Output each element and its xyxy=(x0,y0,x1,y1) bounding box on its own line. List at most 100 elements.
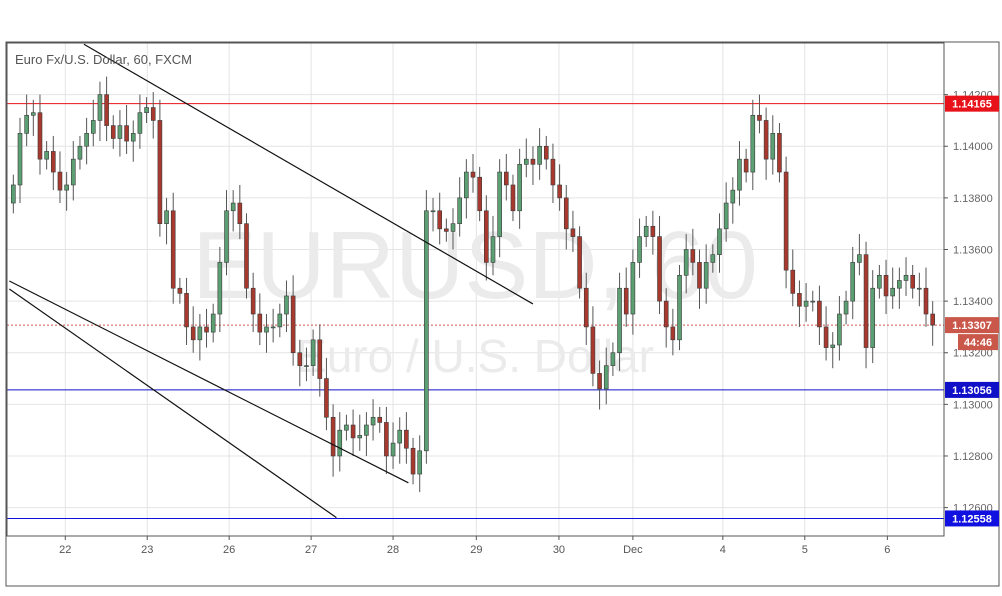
candle-up xyxy=(610,352,616,366)
candle-up xyxy=(137,112,143,134)
candle-up xyxy=(897,280,902,289)
candle-up xyxy=(310,339,316,366)
candle-up xyxy=(130,133,136,142)
candle-up xyxy=(677,275,682,341)
time-tick-label: 26 xyxy=(223,544,235,556)
candle-up xyxy=(770,133,776,160)
time-tick-label: 28 xyxy=(387,544,399,556)
candle-up xyxy=(890,287,895,297)
candle-down xyxy=(150,107,156,121)
candle-up xyxy=(164,210,169,224)
time-tick-label: Dec xyxy=(623,544,643,556)
candle-up xyxy=(17,133,23,186)
candle-down xyxy=(663,300,669,328)
price-label-box xyxy=(945,317,999,334)
candle-down xyxy=(923,287,929,315)
candle-down xyxy=(250,287,256,315)
candle-up xyxy=(217,262,223,315)
candle-down xyxy=(790,269,796,294)
candle-up xyxy=(630,262,636,315)
candle-up xyxy=(337,429,343,457)
candle-down xyxy=(623,287,629,315)
candle-down xyxy=(437,210,442,230)
price-tick-label: 1.13000 xyxy=(953,399,993,411)
plot-frame xyxy=(6,42,945,537)
candle-down xyxy=(597,373,602,390)
candle-down xyxy=(557,184,562,199)
candle-up xyxy=(603,365,609,390)
candle-up xyxy=(723,202,729,230)
candle-down xyxy=(384,422,389,457)
candle-down xyxy=(697,262,702,289)
candle-up xyxy=(430,210,436,213)
candle-down xyxy=(37,112,43,160)
candle-down xyxy=(444,228,449,232)
price-tick-label: 1.13600 xyxy=(953,244,993,256)
candle-down xyxy=(563,197,569,230)
candle-up xyxy=(197,326,203,341)
price-label: 1.13056 xyxy=(952,385,992,397)
candle-up xyxy=(224,210,229,263)
candle-down xyxy=(324,378,329,418)
candle-up xyxy=(364,424,369,436)
candle-up xyxy=(70,158,76,186)
candle-down xyxy=(910,275,915,289)
candle-up xyxy=(497,171,502,237)
candle-up xyxy=(450,223,456,232)
candle-up xyxy=(717,228,722,255)
candle-up xyxy=(230,202,236,212)
candle-down xyxy=(690,249,696,263)
candle-up xyxy=(457,197,462,224)
candle-up xyxy=(417,450,423,475)
price-label: 1.14165 xyxy=(952,99,992,111)
candle-up xyxy=(803,300,809,307)
time-axis[interactable]: 22 23 26 27 28 29 30 Dec 4 5 6 xyxy=(59,536,890,556)
candle-up xyxy=(304,365,309,367)
candle-up xyxy=(917,287,922,290)
candle-up xyxy=(344,424,349,431)
candle-down xyxy=(783,171,789,271)
candle-up xyxy=(870,287,876,348)
price-label-box xyxy=(945,95,999,112)
price-tick-label: 1.12600 xyxy=(953,503,993,515)
candle-up xyxy=(730,189,736,204)
time-tick-label: 30 xyxy=(553,544,565,556)
candle-down xyxy=(823,326,829,348)
candle-down xyxy=(743,158,749,173)
candle-down xyxy=(124,125,129,142)
price-label: 1.13307 xyxy=(952,320,992,332)
candle-down xyxy=(244,223,249,289)
candle-down xyxy=(110,125,116,139)
candle-up xyxy=(97,94,103,121)
candle-up xyxy=(397,429,403,444)
trendline xyxy=(83,43,534,305)
candle-up xyxy=(270,326,276,329)
trendlines[interactable] xyxy=(8,43,534,519)
countdown-box xyxy=(958,334,998,351)
candle-down xyxy=(157,120,163,224)
price-axis[interactable]: 1.12600 1.12800 1.13000 1.13200 1.13400 1.136… xyxy=(944,90,993,515)
candle-down xyxy=(330,416,336,457)
candle-down xyxy=(377,416,383,423)
candle-up xyxy=(643,225,649,237)
candle-down xyxy=(51,151,56,173)
candle-down xyxy=(177,287,183,294)
price-label-box xyxy=(945,381,999,398)
candle-up xyxy=(117,125,123,139)
price-tick-label: 1.13200 xyxy=(953,348,993,360)
time-tick-label: 6 xyxy=(884,544,890,556)
candle-up xyxy=(617,287,622,354)
time-tick-label: 27 xyxy=(305,544,317,556)
candle-up xyxy=(857,254,862,263)
candle-up xyxy=(84,133,89,147)
candle-down xyxy=(570,228,576,237)
candle-down xyxy=(350,424,356,439)
candle-down xyxy=(57,171,63,191)
bar-countdown: 44:46 xyxy=(964,337,992,349)
candle-up xyxy=(490,236,496,263)
candle-up xyxy=(843,300,849,315)
candle-up xyxy=(44,151,49,160)
candle-down xyxy=(470,171,476,178)
candle-up xyxy=(24,114,29,134)
